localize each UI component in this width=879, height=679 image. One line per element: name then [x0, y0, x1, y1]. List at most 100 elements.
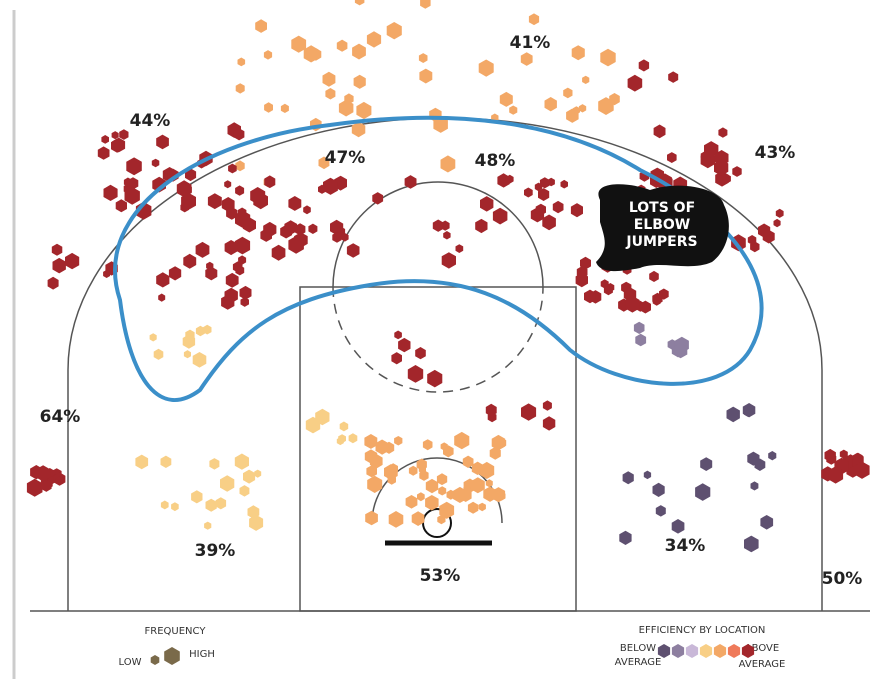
hex — [254, 469, 262, 478]
hex — [398, 337, 411, 353]
hex — [625, 295, 640, 313]
hex — [377, 442, 386, 451]
hex — [97, 146, 110, 160]
legend-label: HIGH — [189, 649, 215, 660]
hex — [485, 479, 493, 488]
zone-labels: 41% 44% 47% 48% 43% 64% 39% 53% 34% 50% — [40, 33, 863, 589]
hex — [237, 57, 246, 67]
hex — [652, 296, 661, 306]
hex — [758, 223, 771, 238]
hex — [183, 350, 191, 359]
hex — [492, 207, 508, 225]
hex — [354, 0, 365, 6]
hex — [325, 88, 336, 100]
hex — [322, 71, 336, 87]
zone-label: 44% — [130, 111, 171, 131]
hex — [284, 220, 297, 235]
hex — [341, 233, 349, 242]
hex — [151, 158, 160, 168]
hex — [203, 324, 212, 335]
hex — [563, 87, 573, 99]
hex — [418, 53, 428, 63]
hex — [826, 453, 837, 465]
hex — [627, 74, 643, 92]
hex — [487, 412, 497, 423]
hex — [700, 457, 713, 471]
hex — [404, 175, 417, 189]
zone-label: 50% — [822, 569, 863, 589]
hex — [854, 461, 870, 479]
hex — [649, 270, 659, 282]
hex — [639, 300, 651, 314]
hex — [572, 106, 580, 115]
callout-text: JUMPERS — [625, 234, 697, 250]
hex — [171, 502, 179, 512]
hex — [470, 477, 485, 494]
hex — [238, 255, 247, 265]
hex — [239, 285, 252, 300]
hex — [443, 231, 451, 240]
hex — [191, 490, 203, 504]
hex — [160, 500, 169, 510]
hex — [673, 343, 688, 359]
hex — [425, 495, 439, 511]
hex — [571, 45, 585, 61]
hex — [339, 421, 349, 432]
hex — [600, 48, 616, 67]
hex — [323, 177, 338, 195]
hex — [462, 455, 474, 468]
hex — [303, 205, 311, 215]
hex — [547, 177, 555, 187]
hex — [440, 155, 456, 173]
hex — [291, 35, 307, 53]
hex — [348, 433, 358, 444]
hex — [441, 252, 456, 269]
hex — [247, 505, 260, 519]
hex — [560, 179, 568, 189]
hex — [205, 498, 217, 512]
hex — [221, 294, 235, 310]
hex — [542, 416, 556, 431]
hex — [233, 128, 245, 141]
hex — [497, 437, 507, 449]
hex — [249, 514, 264, 531]
hex — [425, 478, 439, 494]
hex — [432, 219, 444, 232]
callout-text: LOTS OF — [629, 200, 695, 216]
hex — [176, 180, 192, 198]
hex — [478, 502, 486, 512]
hex — [250, 187, 266, 205]
hex — [271, 244, 286, 261]
hex — [384, 464, 398, 480]
hex — [775, 208, 784, 218]
legend-title: FREQUENCY — [145, 626, 207, 637]
hex — [667, 152, 677, 163]
hex — [353, 74, 366, 89]
hex — [255, 19, 267, 33]
hex — [839, 449, 848, 459]
hex — [260, 228, 272, 242]
hex — [726, 406, 740, 423]
hex — [288, 196, 302, 211]
hex — [30, 480, 41, 492]
hex — [436, 473, 448, 486]
hex — [235, 83, 245, 94]
hex — [542, 400, 552, 411]
hex — [111, 131, 119, 140]
hex — [47, 276, 59, 290]
hex — [439, 501, 455, 519]
hex — [115, 199, 127, 213]
hex — [391, 352, 402, 365]
hex — [185, 168, 197, 182]
zone-label: 43% — [755, 143, 796, 163]
hex — [280, 103, 289, 113]
hex — [234, 453, 249, 470]
hex — [237, 207, 247, 218]
legend-label: ABOVE — [745, 643, 779, 654]
zone-label: 48% — [475, 151, 516, 171]
hex — [224, 240, 238, 256]
hex — [336, 437, 344, 446]
hex — [437, 514, 446, 525]
legend-hex — [164, 647, 180, 665]
